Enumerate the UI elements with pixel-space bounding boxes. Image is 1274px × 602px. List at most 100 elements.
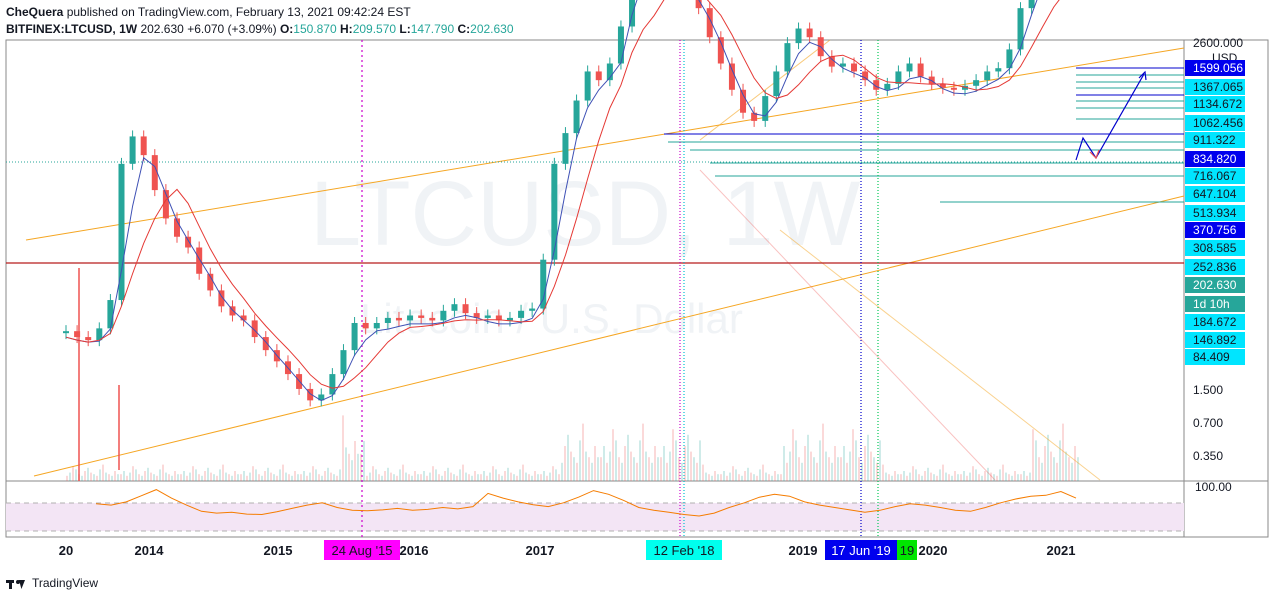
candle-body <box>173 218 180 237</box>
volume-bar <box>189 472 191 481</box>
volume-bar <box>825 451 827 481</box>
low-label: L: <box>399 22 411 36</box>
candle-body <box>229 306 236 316</box>
date-marker-label: 17 Jun '19 <box>831 543 891 558</box>
volume-bar <box>885 472 887 481</box>
volume-bar <box>165 472 167 481</box>
volume-bar <box>996 475 998 481</box>
volume-bar <box>558 474 560 481</box>
volume-bar <box>594 446 596 481</box>
volume-bar <box>252 466 254 481</box>
candle-body <box>462 304 469 314</box>
volume-bar <box>621 462 623 481</box>
x-tick-label: 2016 <box>400 543 429 558</box>
candle-body <box>906 63 913 72</box>
price-label: 1367.065 <box>1193 80 1243 94</box>
volume-bar <box>492 466 494 481</box>
candle-body <box>373 322 380 329</box>
volume-bar <box>804 446 806 481</box>
candle-body <box>806 28 813 38</box>
volume-bar <box>846 462 848 481</box>
volume-bar <box>336 475 338 481</box>
publisher-name[interactable]: CheQuera <box>6 5 64 19</box>
volume-bar <box>1050 451 1052 481</box>
candle-body <box>440 310 447 321</box>
volume-bar <box>918 474 920 481</box>
price-label: 84.409 <box>1193 350 1230 364</box>
volume-bar <box>876 462 878 481</box>
footer-brand[interactable]: TradingView <box>6 576 98 590</box>
symbol-label[interactable]: BITFINEX:LTCUSD, 1W <box>6 22 138 36</box>
price-label-bg <box>1185 205 1245 221</box>
volume-bar <box>702 464 704 481</box>
volume-bar <box>246 475 248 481</box>
volume-bar <box>288 474 290 481</box>
y-tick-0700: 0.700 <box>1193 416 1223 430</box>
candle-body <box>1006 49 1013 69</box>
candle-body <box>85 337 92 341</box>
candle-body <box>74 331 81 338</box>
volume-bar <box>783 446 785 481</box>
close-value: 202.630 <box>470 22 514 36</box>
volume-bar <box>867 434 869 481</box>
volume-bar <box>798 457 800 481</box>
volume-bar <box>567 434 569 481</box>
volume-bar <box>810 451 812 481</box>
volume-bar <box>372 466 374 481</box>
volume-bar <box>375 469 377 481</box>
candle-body <box>529 308 536 311</box>
volume-bar <box>687 434 689 481</box>
candle-body <box>251 320 258 338</box>
volume-bar <box>222 464 224 481</box>
volume-bar <box>624 446 626 481</box>
candle-body <box>629 0 636 27</box>
volume-bar <box>531 475 533 481</box>
volume-bar <box>225 472 227 481</box>
volume-bar <box>144 471 146 481</box>
volume-bar <box>213 474 215 481</box>
volume-bar <box>75 469 77 481</box>
volume-bar <box>777 474 779 481</box>
volume-bar <box>717 474 719 481</box>
x-tick-label: 2021 <box>1047 543 1076 558</box>
channel-lower-line <box>33 195 1185 477</box>
volume-bar <box>747 467 749 481</box>
volume-bar <box>570 451 572 481</box>
date-marker-bg <box>897 540 917 560</box>
volume-bar <box>1068 457 1070 481</box>
volume-bar <box>429 472 431 481</box>
volume-bar <box>597 457 599 481</box>
volume-bar <box>207 467 209 481</box>
volume-bar <box>708 474 710 481</box>
candle-body <box>717 37 724 64</box>
volume-bar <box>378 474 380 481</box>
volume-bar <box>807 434 809 481</box>
volume-bar <box>135 469 137 481</box>
volume-bar <box>951 475 953 481</box>
candle-body <box>1028 0 1035 9</box>
volume-bar <box>306 475 308 481</box>
volume-bar <box>723 471 725 481</box>
candle-body <box>950 87 957 90</box>
volume-bar <box>132 466 134 481</box>
candle-body <box>340 350 347 375</box>
volume-bar <box>426 475 428 481</box>
candle-body <box>473 313 480 318</box>
volume-bar <box>321 475 323 481</box>
candle-body <box>418 315 425 318</box>
low-value: 147.790 <box>410 22 455 36</box>
volume-bar <box>456 475 458 481</box>
volume-bar <box>84 471 86 481</box>
volume-bar <box>792 429 794 481</box>
volume-bar <box>963 471 965 481</box>
volume-bar <box>552 466 554 481</box>
volume-bar <box>834 446 836 481</box>
volume-bar <box>495 469 497 481</box>
candle-body <box>839 63 846 67</box>
volume-bar <box>576 462 578 481</box>
volume-bar <box>831 462 833 481</box>
volume-bar <box>348 453 350 481</box>
volume-bar <box>264 471 266 481</box>
volume-bar <box>858 457 860 481</box>
